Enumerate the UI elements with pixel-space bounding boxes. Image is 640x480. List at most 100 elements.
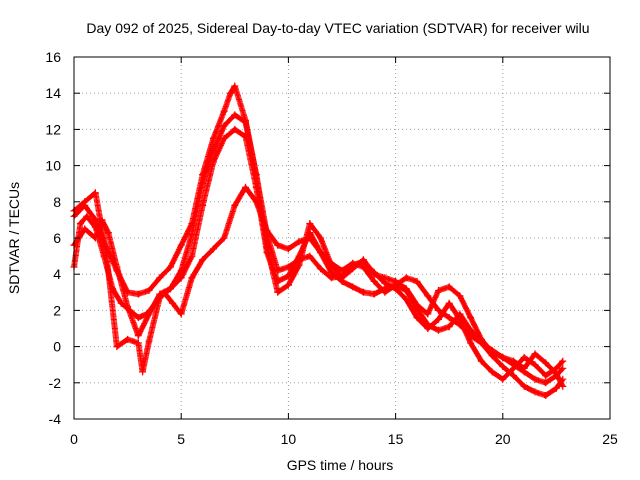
data-point — [370, 277, 378, 285]
y-tick-label: 6 — [53, 230, 61, 246]
data-point — [413, 301, 421, 309]
y-tick-label: 0 — [53, 339, 61, 355]
data-point — [113, 343, 121, 351]
data-point — [242, 183, 249, 191]
data-point — [252, 171, 260, 179]
x-tick-label: 10 — [281, 431, 297, 447]
data-point — [445, 323, 453, 331]
x-tick-label: 0 — [70, 431, 78, 447]
data-point — [274, 241, 282, 249]
data-point — [531, 361, 539, 369]
data-point — [520, 368, 528, 376]
y-tick-label: 2 — [53, 302, 61, 318]
ticks — [73, 56, 611, 420]
data-point — [477, 339, 485, 347]
data-point — [242, 118, 249, 126]
data-point — [156, 274, 164, 282]
y-tick-label: 4 — [53, 266, 61, 282]
data-point — [424, 292, 432, 300]
data-point — [435, 326, 442, 334]
data-point — [220, 122, 228, 130]
data-point — [445, 314, 453, 322]
data-point — [220, 134, 228, 142]
y-tick-label: 10 — [45, 158, 61, 174]
data-point — [177, 241, 185, 249]
data-point — [510, 361, 517, 369]
data-point — [499, 363, 507, 370]
data-point — [435, 287, 442, 294]
data-point — [81, 198, 89, 206]
data-point — [370, 270, 378, 278]
data-point — [209, 245, 217, 253]
data-point — [327, 268, 335, 276]
data-point — [231, 201, 239, 209]
data-point — [134, 314, 142, 322]
data-point — [531, 375, 539, 383]
data-point — [456, 292, 464, 300]
data-point — [263, 227, 271, 235]
y-tick-label: 16 — [45, 49, 61, 65]
data-point — [456, 310, 464, 318]
y-tick-label: -4 — [49, 411, 62, 427]
y-tick-label: 8 — [53, 194, 61, 210]
data-point — [231, 82, 239, 90]
data-point — [199, 180, 207, 188]
y-tick-label: 14 — [45, 85, 61, 101]
data-point — [104, 229, 112, 237]
data-point — [359, 263, 367, 271]
data-point — [359, 256, 367, 264]
data-point — [445, 283, 453, 291]
data-point — [424, 321, 432, 329]
data-point — [559, 364, 567, 372]
data-point — [177, 310, 185, 318]
data-point — [435, 306, 442, 314]
data-point — [220, 107, 228, 115]
data-point — [499, 354, 507, 361]
data-point — [152, 299, 159, 307]
data-point — [477, 357, 485, 365]
data-point — [559, 382, 567, 390]
data-point — [91, 223, 99, 231]
y-axis-label: SDTVAR / TECUs — [6, 182, 22, 294]
data-point — [295, 261, 303, 269]
data-point — [338, 267, 346, 275]
data-point — [188, 252, 196, 260]
data-point — [467, 339, 475, 347]
data-point — [542, 372, 550, 380]
chart-title: Day 092 of 2025, Sidereal Day-to-day VTE… — [86, 20, 589, 36]
data-point — [295, 238, 303, 246]
data-point — [392, 281, 400, 289]
data-point — [552, 372, 560, 380]
data-point — [143, 310, 151, 318]
data-point — [552, 384, 560, 392]
data-point — [520, 382, 528, 390]
data-point — [145, 287, 153, 294]
data-point — [456, 321, 464, 329]
data-point — [139, 368, 147, 376]
data-point — [381, 274, 389, 282]
data-point — [306, 234, 314, 242]
x-tick-label: 20 — [495, 431, 511, 447]
data-point — [424, 310, 432, 318]
data-point — [306, 220, 314, 227]
x-tick-label: 25 — [602, 431, 618, 447]
data-point — [435, 315, 442, 323]
data-point — [199, 256, 207, 264]
data-point — [542, 379, 550, 387]
x-tick-label: 5 — [177, 431, 185, 447]
data-point — [488, 346, 496, 354]
data-point — [117, 299, 125, 307]
data-point — [317, 265, 325, 273]
data-point — [467, 314, 475, 322]
data-point — [167, 285, 174, 293]
data-point — [559, 357, 567, 365]
data-point — [349, 259, 357, 267]
data-point — [227, 89, 234, 97]
y-tick-label: -2 — [49, 375, 62, 391]
data-point — [349, 283, 357, 291]
data-point — [209, 147, 217, 155]
y-tick-label: 12 — [45, 121, 61, 137]
data-point — [317, 249, 325, 256]
data-point — [145, 337, 153, 345]
